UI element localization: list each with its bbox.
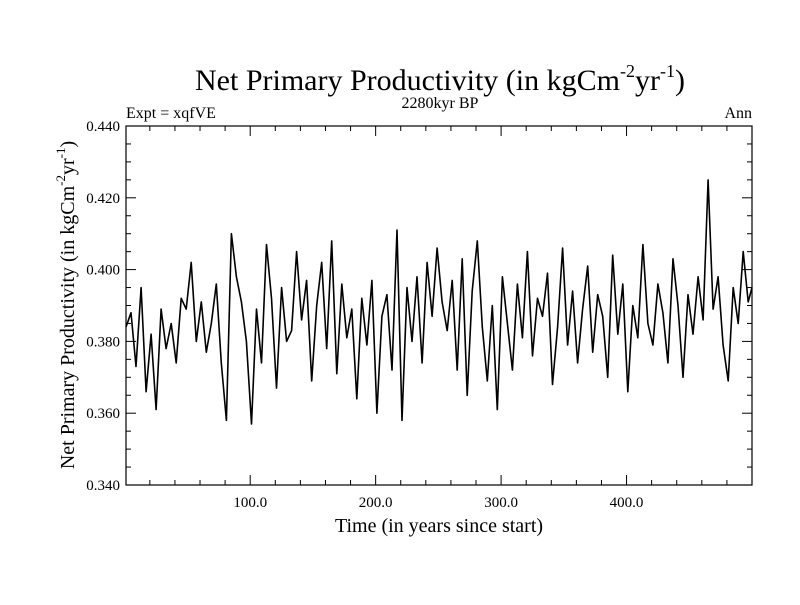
x-tick-label: 100.0 (233, 495, 267, 511)
x-axis-label: Time (in years since start) (335, 515, 543, 537)
y-tick-label: 0.380 (86, 334, 120, 350)
y-tick-label: 0.340 (86, 478, 120, 494)
series-layer (125, 179, 753, 425)
tick-labels-layer: 100.0 200.0 300.0 400.0 0.340 0.360 0.380 0.400… (86, 119, 643, 511)
x-tick-label: 200.0 (359, 495, 393, 511)
y-tick-label: 0.440 (86, 119, 120, 135)
season-label: Ann (724, 105, 752, 122)
y-tick-label: 0.400 (86, 263, 120, 279)
plot-area (125, 125, 753, 486)
y-tick-label: 0.420 (86, 191, 120, 207)
series-line (125, 179, 753, 425)
y-tick-label: 0.360 (86, 406, 120, 422)
x-tick-label: 400.0 (610, 495, 644, 511)
x-tick-label: 300.0 (484, 495, 518, 511)
expt-label: Expt = xqfVE (126, 105, 216, 122)
y-axis-label: Net Primary Productivity (in kgCm-2yr-1) (53, 141, 79, 469)
chart-subtitle: 2280kyr BP (402, 95, 479, 112)
ticks-layer (126, 125, 752, 486)
chart-title: Net Primary Productivity (in kgCm-2yr-1) (195, 61, 685, 97)
